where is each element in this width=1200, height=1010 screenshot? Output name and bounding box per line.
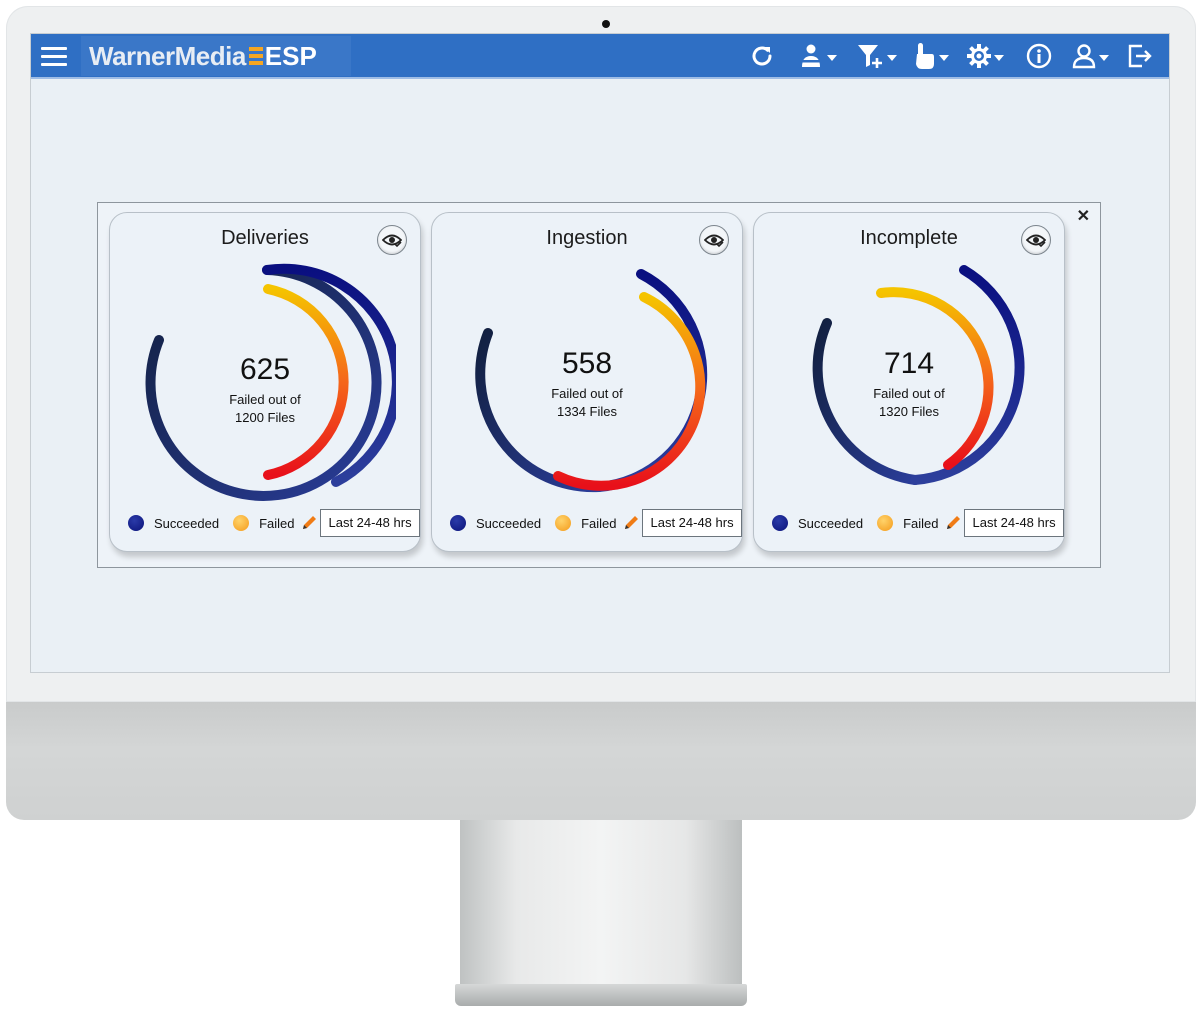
succeeded-dot bbox=[772, 515, 788, 531]
view-button[interactable] bbox=[1021, 225, 1051, 255]
logout-icon bbox=[1128, 44, 1152, 68]
failed-dot bbox=[555, 515, 572, 531]
legend: Succeeded Failed Last 24-48 hrs bbox=[772, 509, 1064, 537]
monitor-chin bbox=[6, 702, 1196, 820]
pencil-icon[interactable] bbox=[944, 514, 962, 532]
filter-add-button[interactable] bbox=[857, 42, 897, 70]
legend: Succeeded Failed Last 24-48 hrs bbox=[450, 509, 742, 537]
failed-dot bbox=[233, 515, 250, 531]
failed-arc bbox=[263, 284, 349, 480]
legend: Succeeded Failed Last 24-48 hrs bbox=[128, 509, 420, 537]
legend-failed: Failed bbox=[903, 515, 939, 531]
refresh-icon bbox=[752, 46, 772, 66]
user-assign-icon bbox=[801, 44, 821, 67]
pencil-icon[interactable] bbox=[622, 514, 640, 532]
filter-add-icon bbox=[858, 45, 882, 68]
failed-caption: Failed out of bbox=[551, 386, 623, 401]
brand-logo: WarnerMedia ESP bbox=[81, 36, 351, 76]
brand-name: WarnerMedia bbox=[89, 40, 246, 71]
touch-icon bbox=[916, 43, 934, 69]
app-screen: WarnerMedia ESP bbox=[30, 33, 1170, 673]
failed-dot bbox=[877, 515, 894, 531]
view-button[interactable] bbox=[699, 225, 729, 255]
succeeded-outer-arc bbox=[262, 263, 396, 487]
failed-arc bbox=[876, 287, 994, 470]
donut-gauge bbox=[145, 263, 396, 501]
info-button[interactable] bbox=[1026, 42, 1052, 70]
brand-suffix: ESP bbox=[264, 40, 317, 71]
time-range-select[interactable]: Last 24-48 hrs bbox=[320, 509, 420, 537]
user-menu-button[interactable] bbox=[1071, 42, 1109, 70]
gear-icon bbox=[967, 44, 991, 68]
legend-succeeded: Succeeded bbox=[154, 515, 220, 531]
failed-count: 714 bbox=[883, 347, 935, 380]
failed-arc bbox=[553, 292, 706, 491]
view-button[interactable] bbox=[377, 225, 407, 255]
card-deliveries: Deliveries 625 Failed out of bbox=[109, 212, 421, 552]
card-incomplete: Incomplete 714 Failed out of bbox=[753, 212, 1065, 552]
failed-count: 558 bbox=[561, 347, 613, 380]
failed-count: 625 bbox=[239, 353, 291, 386]
monitor-foot bbox=[455, 984, 747, 1006]
settings-button[interactable] bbox=[966, 42, 1004, 70]
legend-succeeded: Succeeded bbox=[476, 515, 542, 531]
top-nav-bar: WarnerMedia ESP bbox=[31, 34, 1169, 79]
touch-button[interactable] bbox=[913, 42, 949, 70]
monitor-stand bbox=[460, 820, 742, 988]
total-files: 1334 Files bbox=[557, 404, 617, 419]
succeeded-dot bbox=[450, 515, 466, 531]
card-title: Deliveries bbox=[221, 227, 309, 249]
card-title: Ingestion bbox=[546, 227, 628, 249]
legend-succeeded: Succeeded bbox=[798, 515, 864, 531]
donut-gauge bbox=[812, 265, 1025, 485]
card-title: Incomplete bbox=[860, 227, 958, 249]
camera-dot bbox=[602, 20, 610, 28]
info-icon bbox=[1026, 43, 1052, 69]
total-files: 1320 Files bbox=[879, 404, 939, 419]
brand-bars-icon bbox=[248, 46, 263, 66]
total-files: 1200 Files bbox=[235, 410, 295, 425]
succeeded-dot bbox=[128, 515, 144, 531]
logout-button[interactable] bbox=[1127, 42, 1153, 70]
dashboard-widget: ✕ Deliveries 625 bbox=[97, 202, 1101, 568]
eye-icon bbox=[704, 234, 724, 248]
failed-caption: Failed out of bbox=[873, 386, 945, 401]
legend-failed: Failed bbox=[581, 515, 617, 531]
close-icon[interactable]: ✕ bbox=[1076, 208, 1090, 225]
succeeded-outer-arc bbox=[910, 265, 1025, 485]
legend-failed: Failed bbox=[259, 515, 295, 531]
eye-icon bbox=[382, 234, 402, 248]
pencil-icon[interactable] bbox=[300, 514, 318, 532]
succeeded-arc bbox=[812, 318, 920, 485]
failed-caption: Failed out of bbox=[229, 392, 301, 407]
user-icon bbox=[1072, 44, 1096, 69]
time-range-select[interactable]: Last 24-48 hrs bbox=[642, 509, 742, 537]
menu-icon[interactable] bbox=[41, 44, 69, 68]
donut-gauge bbox=[475, 269, 708, 493]
card-ingestion: Ingestion 558 Failed out of bbox=[431, 212, 743, 552]
refresh-button[interactable] bbox=[749, 42, 775, 70]
succeeded-arc bbox=[145, 265, 382, 501]
time-range-select[interactable]: Last 24-48 hrs bbox=[964, 509, 1064, 537]
eye-icon bbox=[1026, 234, 1046, 248]
user-assign-button[interactable] bbox=[799, 42, 837, 70]
